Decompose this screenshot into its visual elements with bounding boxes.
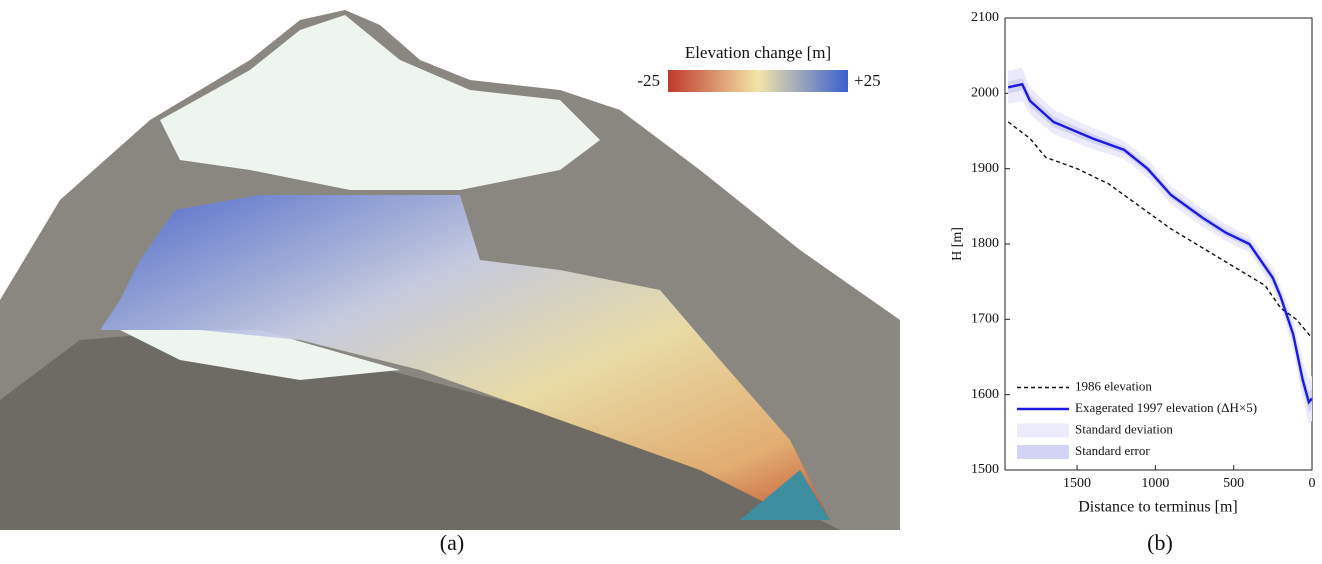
colorbar-max-label: +25: [854, 71, 881, 90]
line: [1007, 82, 1313, 405]
colorbar-min-label: -25: [637, 71, 660, 90]
legend-label: Standard error: [1075, 443, 1150, 458]
x-tick-label: 1000: [1141, 476, 1169, 491]
map-render: [0, 10, 900, 530]
legend-label: Exagerated 1997 elevation (ΔH×5): [1075, 400, 1257, 415]
y-tick-label: 2100: [971, 10, 999, 25]
caption: (a): [440, 530, 464, 555]
x-tick-label: 500: [1223, 476, 1244, 491]
legend-label: Standard deviation: [1075, 421, 1173, 436]
y-tick-label: 2000: [971, 86, 999, 101]
legend-swatch: [1017, 445, 1069, 459]
y-tick-label: 1700: [971, 312, 999, 327]
x-tick-label: 0: [1309, 476, 1316, 491]
legend-label: 1986 elevation: [1075, 378, 1152, 393]
y-tick-label: 1500: [971, 462, 999, 477]
caption: (b): [1147, 530, 1173, 555]
y-tick-label: 1900: [971, 161, 999, 176]
y-tick-label: 1600: [971, 387, 999, 402]
y-axis-label: H [m]: [950, 227, 965, 261]
y-tick-label: 1800: [971, 236, 999, 251]
x-tick-label: 1500: [1063, 476, 1091, 491]
legend-swatch: [1017, 423, 1069, 438]
x-axis-label: Distance to terminus [m]: [1078, 499, 1238, 516]
line: [1007, 121, 1313, 339]
colorbar-title: Elevation change [m]: [685, 43, 831, 62]
colorbar: [668, 70, 848, 92]
